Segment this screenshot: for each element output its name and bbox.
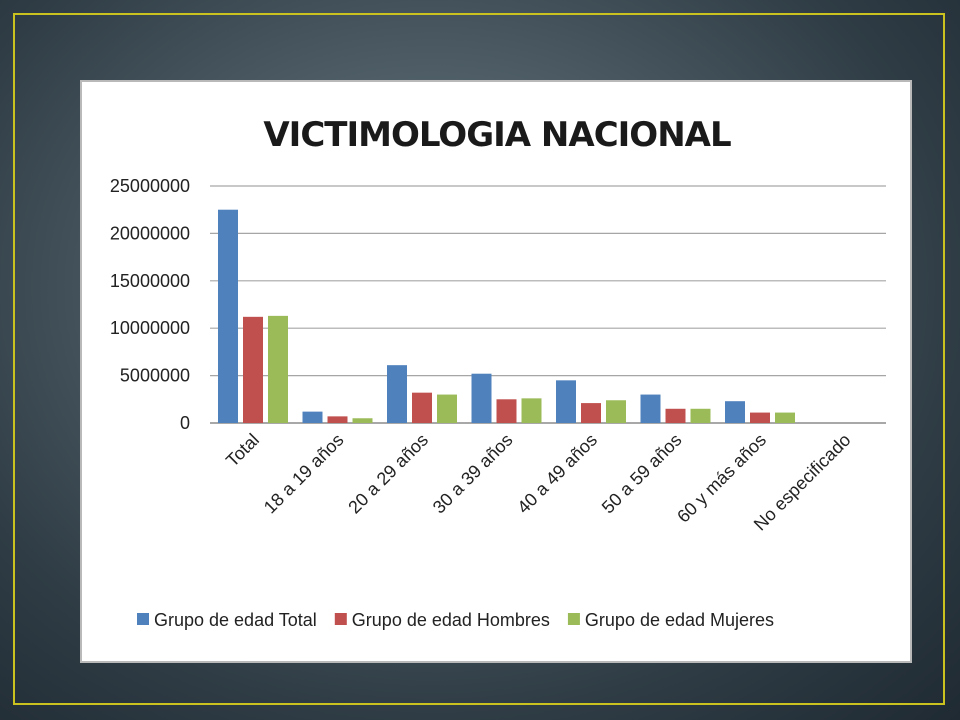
x-tick-label: 18 a 19 años [260,430,348,518]
bar-hombres [581,403,601,423]
bar-mujeres [521,398,542,423]
bar-mujeres [437,394,457,423]
bar-total [471,373,492,423]
legend-label: Grupo de edad Mujeres [585,610,774,630]
bar-mujeres [268,315,288,423]
bar-total [218,209,238,423]
y-tick-label: 5000000 [120,366,190,386]
bar-total [387,365,407,423]
bar-hombres [412,392,432,423]
bar-mujeres [775,412,795,423]
bar-hombres [665,408,686,423]
legend-swatch [567,613,580,625]
y-tick-label: 0 [180,413,190,433]
x-tick-label: 50 a 59 años [598,430,686,518]
legend-swatch [334,613,347,625]
bar-total [725,401,745,423]
x-tick-label: 30 a 39 años [429,430,517,518]
y-tick-label: 10000000 [110,318,190,338]
bar-mujeres [606,400,626,423]
bar-hombres [496,399,517,423]
y-tick-label: 20000000 [110,223,190,243]
x-tick-label: 60 y más años [673,430,770,527]
y-tick-label: 15000000 [110,271,190,291]
bar-mujeres [690,408,711,423]
bar-mujeres [352,418,373,423]
y-tick-label: 25000000 [110,176,190,196]
x-tick-label: 40 a 49 años [513,430,601,518]
chart-title: VICTIMOLOGIA NACIONAL [263,115,731,155]
bar-total [556,380,576,423]
legend-swatch [137,613,149,625]
bar-hombres [750,412,770,423]
y-axis-ticks: 0 5000000 10000000 15000000 20000000 25000000 [110,176,190,433]
gridlines [210,185,886,424]
slide-frame [13,13,945,705]
bar-total [302,411,323,423]
legend-label: Grupo de edad Hombres [352,610,550,630]
legend-label: Grupo de edad Total [154,610,317,630]
legend: Grupo de edad Total Grupo de edad Hombres… [137,610,774,630]
bar-hombres [327,416,348,423]
bars [218,209,795,423]
bar-total [640,394,661,423]
x-tick-label: 20 a 29 años [344,430,432,518]
x-tick-label: Total [222,430,263,471]
bar-hombres [243,316,263,423]
